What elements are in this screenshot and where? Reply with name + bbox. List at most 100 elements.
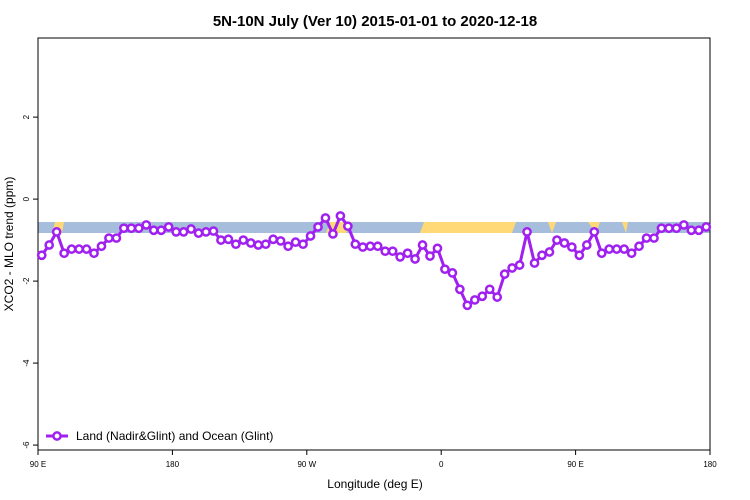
- point: [387, 246, 398, 257]
- point: [402, 248, 413, 259]
- x-tick-label: 90 E: [567, 460, 583, 469]
- point: [171, 227, 181, 237]
- point: [328, 229, 338, 239]
- point: [343, 221, 353, 232]
- point: [574, 250, 585, 261]
- map-strip: [38, 222, 710, 233]
- x-tick-label: 90 W: [297, 460, 316, 469]
- point: [455, 284, 465, 295]
- point: [641, 233, 652, 243]
- point: [537, 250, 547, 261]
- point: [679, 220, 689, 230]
- point: [499, 269, 510, 279]
- point: [701, 222, 712, 232]
- land: [52, 222, 628, 233]
- point: [51, 227, 62, 237]
- point: [238, 235, 249, 245]
- point: [417, 240, 428, 250]
- point: [208, 226, 219, 236]
- point: [567, 242, 577, 252]
- point: [81, 244, 92, 254]
- point: [283, 241, 293, 252]
- point: [104, 233, 114, 243]
- point: [559, 238, 570, 248]
- point: [626, 248, 637, 259]
- chart-title: 5N-10N July (Ver 10) 2015-01-01 to 2020-…: [213, 13, 537, 30]
- y-tick-label: 2: [22, 114, 31, 119]
- point: [604, 244, 615, 254]
- point: [372, 241, 383, 252]
- point: [507, 263, 517, 273]
- point: [89, 248, 99, 259]
- plot-frame: [37, 37, 711, 451]
- point: [335, 211, 346, 221]
- point: [59, 248, 69, 259]
- point: [365, 241, 376, 252]
- point: [462, 300, 473, 311]
- legend-marker: [52, 431, 62, 441]
- point: [133, 223, 144, 234]
- point: [231, 239, 241, 250]
- point: [298, 239, 308, 250]
- point: [66, 244, 77, 254]
- point: [305, 231, 316, 241]
- point: [440, 264, 450, 275]
- point: [410, 254, 420, 264]
- point: [522, 227, 532, 237]
- x-tick-label: 180: [703, 460, 717, 469]
- point: [514, 260, 525, 270]
- point: [201, 227, 211, 237]
- point: [619, 244, 629, 254]
- point: [313, 222, 323, 232]
- point: [664, 223, 674, 234]
- point: [156, 225, 167, 236]
- point: [126, 223, 137, 234]
- point: [223, 234, 234, 245]
- point: [253, 240, 264, 250]
- point: [141, 220, 152, 230]
- point: [119, 223, 129, 234]
- x-tick-label: 180: [166, 460, 180, 469]
- point: [611, 244, 622, 254]
- point: [268, 234, 279, 245]
- point: [469, 295, 480, 305]
- point: [380, 246, 391, 257]
- point: [216, 235, 226, 245]
- point: [178, 227, 189, 237]
- point: [447, 268, 458, 278]
- point: [245, 238, 256, 248]
- point: [320, 213, 331, 223]
- point: [275, 236, 286, 246]
- ocean-band: [38, 222, 710, 233]
- point: [290, 237, 301, 248]
- point: [111, 233, 122, 243]
- point: [492, 292, 503, 302]
- point: [656, 223, 667, 234]
- y-tick-label: -2: [22, 277, 31, 285]
- point: [649, 233, 659, 243]
- point: [693, 225, 704, 236]
- x-axis-label: Longitude (deg E): [327, 477, 422, 491]
- y-tick-label: 0: [22, 196, 31, 201]
- point: [596, 248, 607, 259]
- point: [581, 240, 592, 250]
- point: [186, 224, 196, 234]
- y-tick-label: -4: [22, 359, 31, 367]
- point: [357, 242, 368, 252]
- point: [589, 227, 600, 237]
- point: [395, 252, 405, 262]
- point: [484, 284, 495, 295]
- point: [425, 251, 435, 261]
- point: [163, 222, 174, 232]
- x-tick-label: 90 E: [30, 460, 46, 469]
- point: [432, 243, 443, 254]
- point: [36, 250, 47, 261]
- point: [148, 225, 159, 236]
- point: [260, 239, 271, 250]
- point: [529, 258, 540, 268]
- point: [44, 240, 55, 250]
- point: [552, 235, 562, 245]
- y-tick-label: -6: [22, 441, 31, 449]
